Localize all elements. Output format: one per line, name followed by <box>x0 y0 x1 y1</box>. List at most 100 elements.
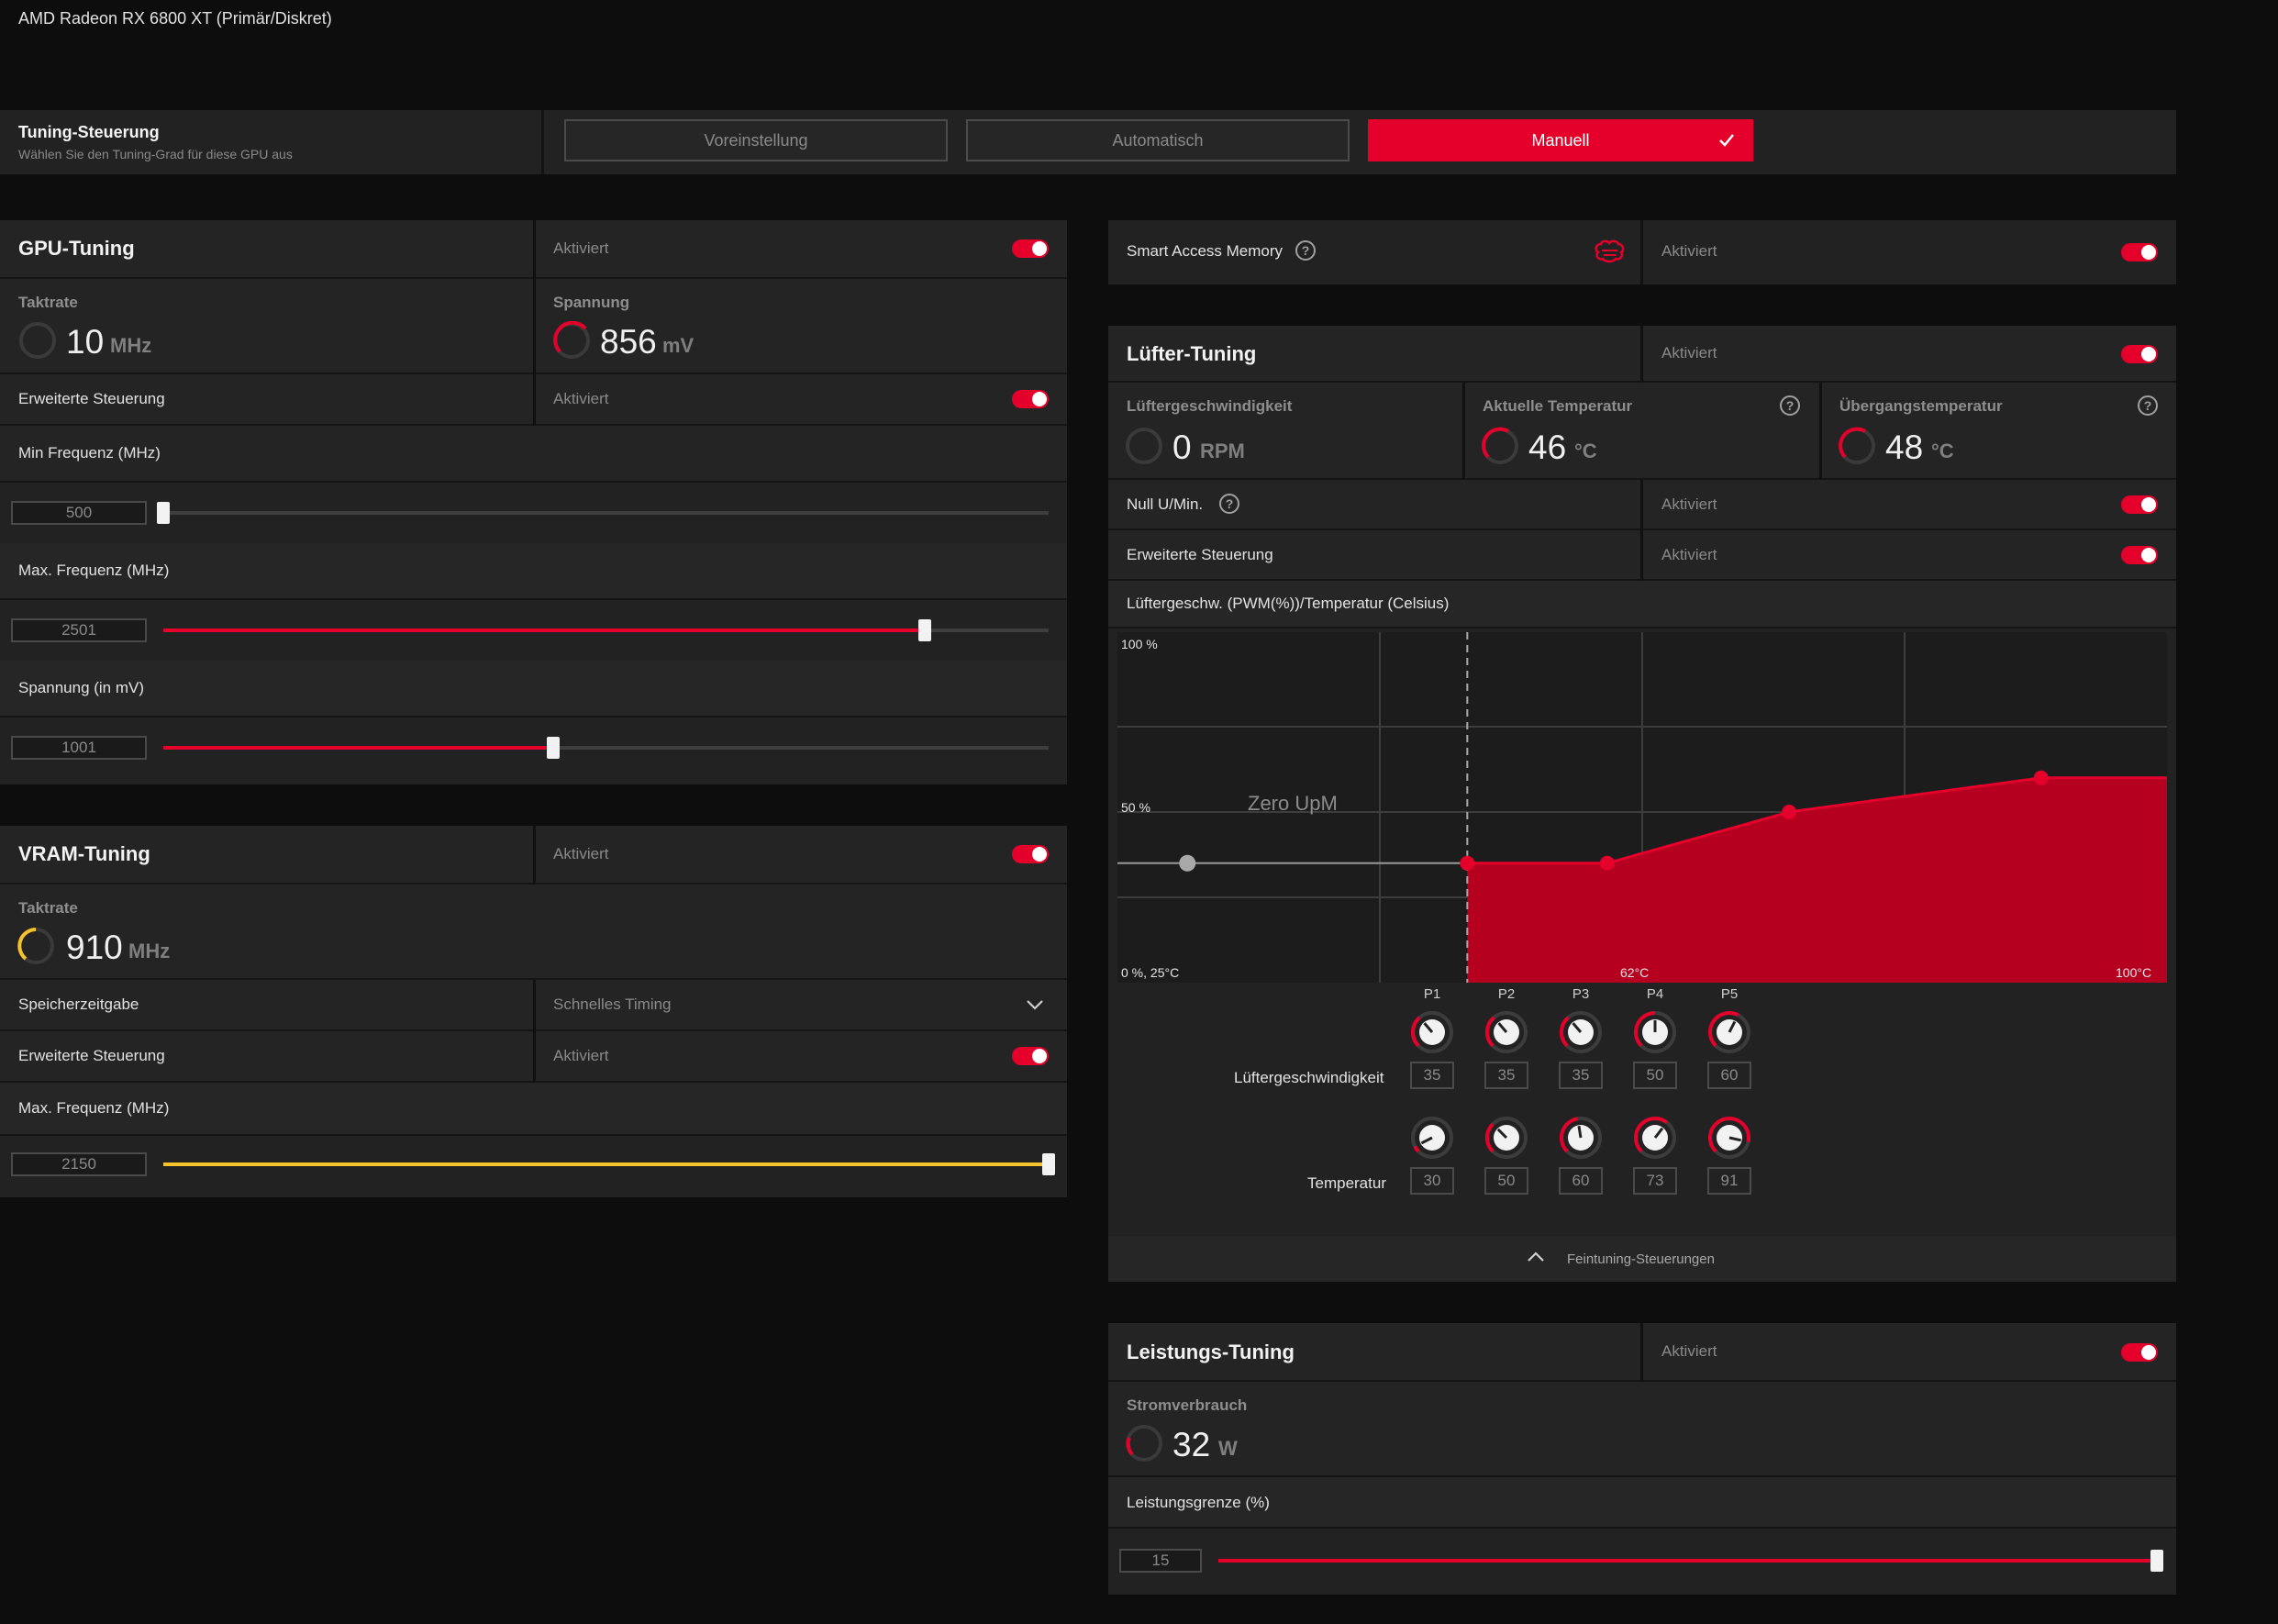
vram-metrics-row: Taktrate 910 MHz <box>0 884 1067 980</box>
speed-knob-p2[interactable] <box>1483 1008 1530 1056</box>
x-mid-label: 62°C <box>1620 965 1649 980</box>
tuning-control-subtitle: Wählen Sie den Tuning-Grad für diese GPU… <box>18 147 293 161</box>
speed-input-p4[interactable]: 50 <box>1633 1062 1677 1089</box>
zero-rpm-help-icon[interactable]: ? <box>1219 494 1239 514</box>
memory-timing-row[interactable]: Speicherzeitgabe Schnelles Timing <box>0 980 1067 1031</box>
sam-toggle[interactable] <box>2121 243 2158 261</box>
voltage-track[interactable] <box>163 746 1049 750</box>
power-limit-slider-row: 15 <box>1108 1529 2176 1593</box>
junction-temp-unit: °C <box>1931 439 1954 462</box>
gpu-tuning-toggle[interactable] <box>1012 239 1049 258</box>
fan-curve-area <box>1467 777 2167 983</box>
fan-tuning-panel: Lüfter-Tuning Aktiviert Lüftergeschwindi… <box>1108 326 2176 1282</box>
fan-curve-label-row: Lüftergeschw. (PWM(%))/Temperatur (Celsi… <box>1108 581 2176 628</box>
fan-speed-value: 0 <box>1172 428 1192 466</box>
temp-input-p4[interactable]: 73 <box>1633 1167 1677 1195</box>
max-freq-row: Max. Frequenz (MHz) <box>0 543 1067 600</box>
min-freq-track[interactable] <box>163 511 1049 515</box>
vram-advanced-status: Aktiviert <box>553 1047 609 1064</box>
min-freq-slider-thumb[interactable] <box>157 502 170 524</box>
speed-knob-p1[interactable] <box>1408 1008 1456 1056</box>
speed-input-p1[interactable]: 35 <box>1410 1062 1454 1089</box>
power-limit-slider-thumb[interactable] <box>2150 1550 2163 1572</box>
vram-tuning-title: VRAM-Tuning <box>18 842 150 865</box>
fan-speed-gauge-icon <box>1126 428 1162 464</box>
speed-input-p3[interactable]: 35 <box>1559 1062 1603 1089</box>
point-label-p4: P4 <box>1646 986 1664 1002</box>
sam-help-icon[interactable]: ? <box>1295 240 1316 261</box>
current-temp-label: Aktuelle Temperatur <box>1483 397 1633 415</box>
speed-knob-p3[interactable] <box>1557 1008 1605 1056</box>
fan-speed-unit: RPM <box>1200 439 1245 462</box>
temp-knob-p1[interactable] <box>1408 1114 1456 1162</box>
speed-input-p5[interactable]: 60 <box>1707 1062 1751 1089</box>
divider <box>533 1031 536 1083</box>
temp-knob-p4[interactable] <box>1631 1114 1679 1162</box>
max-freq-slider-row: 2501 <box>0 600 1067 661</box>
point-label-p1: P1 <box>1423 986 1441 1002</box>
divider <box>1640 480 1643 530</box>
temp-input-p1[interactable]: 30 <box>1410 1167 1454 1195</box>
vram-max-freq-slider-thumb[interactable] <box>1042 1153 1055 1175</box>
junction-temp-help-icon[interactable]: ? <box>2138 395 2158 416</box>
divider <box>533 980 536 1031</box>
max-freq-label: Max. Frequenz (MHz) <box>18 562 170 579</box>
curve-point[interactable] <box>1599 855 1615 871</box>
manual-option-button[interactable]: Manuell <box>1368 119 1753 161</box>
min-freq-label: Min Frequenz (MHz) <box>18 444 161 462</box>
max-freq-input[interactable]: 2501 <box>11 618 147 642</box>
auto-option-button[interactable]: Automatisch <box>966 119 1350 161</box>
max-freq-slider-thumb[interactable] <box>917 619 931 641</box>
power-tuning-panel: Leistungs-Tuning Aktiviert Stromverbrauc… <box>1108 1323 2176 1595</box>
speed-knob-p5[interactable] <box>1706 1008 1753 1056</box>
vram-tuning-header: VRAM-Tuning Aktiviert <box>0 826 1067 884</box>
memory-timing-value[interactable]: Schnelles Timing <box>553 996 672 1013</box>
speed-input-p2[interactable]: 35 <box>1484 1062 1528 1089</box>
vram-max-freq-input[interactable]: 2150 <box>11 1152 147 1176</box>
fan-points-area: P1 P2 P3 P4 P5 Lüftergeschwindigkeit 35 … <box>1108 986 2176 1234</box>
divider <box>1462 383 1465 480</box>
fan-curve-chart[interactable]: 100 % 50 % 0 %, 25°C 62°C 100°C Zero UpM <box>1117 632 2167 983</box>
power-tuning-toggle[interactable] <box>2121 1343 2158 1362</box>
preset-option-button[interactable]: Voreinstellung <box>564 119 948 161</box>
divider <box>1640 530 1643 581</box>
tuning-control-bar: Tuning-Steuerung Wählen Sie den Tuning-G… <box>0 110 2176 174</box>
temp-input-p3[interactable]: 60 <box>1559 1167 1603 1195</box>
vram-advanced-toggle[interactable] <box>1012 1047 1049 1065</box>
voltage-input[interactable]: 1001 <box>11 736 147 760</box>
curve-point[interactable] <box>2033 770 2049 785</box>
junction-temp-gauge-icon <box>1839 427 1875 464</box>
temp-knob-p3[interactable] <box>1557 1114 1605 1162</box>
curve-point[interactable] <box>1460 855 1475 871</box>
divider <box>1640 220 1643 284</box>
temp-input-p2[interactable]: 50 <box>1484 1167 1528 1195</box>
fan-advanced-row: Erweiterte Steuerung Aktiviert <box>1108 530 2176 581</box>
vram-tuning-toggle[interactable] <box>1012 845 1049 863</box>
curve-point[interactable] <box>1782 805 1797 819</box>
chevron-down-icon[interactable] <box>1026 998 1044 1011</box>
zero-rpm-handle[interactable] <box>1179 854 1196 872</box>
voltage-fill <box>163 746 553 750</box>
y-top-label: 100 % <box>1121 637 1158 651</box>
speed-knob-p4[interactable] <box>1631 1008 1679 1056</box>
min-freq-input[interactable]: 500 <box>11 501 147 525</box>
zero-rpm-toggle[interactable] <box>2121 495 2158 514</box>
gpu-advanced-toggle[interactable] <box>1012 390 1049 408</box>
current-temp-value: 46 <box>1528 428 1567 466</box>
temp-knob-p2[interactable] <box>1483 1114 1530 1162</box>
temp-knob-p5[interactable] <box>1706 1114 1753 1162</box>
fan-advanced-toggle[interactable] <box>2121 546 2158 564</box>
power-limit-input[interactable]: 15 <box>1119 1549 1202 1573</box>
fan-tuning-toggle[interactable] <box>2121 345 2158 363</box>
temp-input-p5[interactable]: 91 <box>1707 1167 1751 1195</box>
curve-points <box>1460 770 2049 871</box>
y-mid-label: 50 % <box>1121 800 1150 815</box>
current-temp-help-icon[interactable]: ? <box>1780 395 1800 416</box>
checkmark-icon <box>1719 134 1734 147</box>
voltage-slider-thumb[interactable] <box>546 737 560 759</box>
fine-tuning-label[interactable]: Feintuning-Steuerungen <box>1567 1251 1715 1267</box>
fine-tuning-toggle-row[interactable]: Feintuning-Steuerungen <box>1108 1236 2176 1282</box>
power-tuning-header: Leistungs-Tuning Aktiviert <box>1108 1323 2176 1382</box>
chevron-up-icon[interactable] <box>1527 1251 1545 1263</box>
power-limit-row: Leistungsgrenze (%) <box>1108 1477 2176 1529</box>
